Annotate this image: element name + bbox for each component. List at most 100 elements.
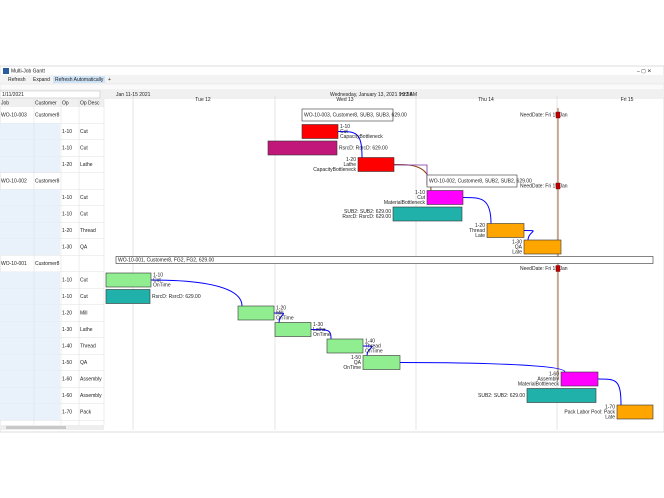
need-date: NeedDate: Fri 15 Jan: [520, 183, 568, 189]
grid-cell: Cut: [80, 277, 88, 283]
operation-bar[interactable]: [560, 371, 599, 387]
toolbar-button[interactable]: +: [108, 77, 111, 83]
bar-label: 1-20: [475, 223, 485, 229]
dependency-arrow: [337, 131, 363, 158]
operation-bar[interactable]: [426, 190, 464, 205]
toolbar: [0, 75, 664, 84]
toolbar-button[interactable]: Refresh: [8, 77, 26, 83]
grid-cell: 1-10: [62, 129, 72, 135]
toolbar-button[interactable]: Refresh Automatically: [55, 77, 104, 83]
row-shade: [0, 139, 60, 157]
grid-cell: Cut: [80, 294, 88, 300]
grid-cell: 1-10: [62, 195, 72, 201]
job-summary-bar[interactable]: [426, 174, 518, 188]
grid-cell: 1-40: [62, 343, 72, 349]
operation-bar[interactable]: [357, 157, 395, 172]
bar-label: Thread: [365, 343, 381, 349]
dependency-arrow: [362, 345, 373, 356]
operation-bar[interactable]: [526, 388, 597, 403]
grid-cell: Cut: [80, 195, 88, 201]
bar-label: RsrcD: RsrcD: 629.00: [342, 214, 391, 220]
operation-bar[interactable]: [392, 206, 463, 222]
bar-label: 1-40: [365, 338, 375, 344]
column-header: Job: [1, 100, 9, 106]
need-date: NeedDate: Fri 15 Jan: [520, 266, 568, 272]
job-summary-bar[interactable]: [115, 256, 654, 264]
tab-active: [53, 76, 105, 83]
bar-label: Pack Labor Pool: Pack: [564, 409, 615, 415]
bar-label: RsrcD: RsrcD: 629.00: [339, 145, 388, 151]
bar-label: SUB2: SUB2: 629.00: [478, 393, 525, 399]
bar-label: 1-30: [512, 239, 522, 245]
grid-cell: WO-10-001: [1, 261, 27, 267]
grid-cell: Customer8: [35, 261, 60, 267]
row-shade: [0, 370, 60, 388]
bar-label: Late: [605, 414, 615, 420]
timeline-now: Wednesday, January 13, 2021 9:22 AM: [330, 92, 417, 98]
operation-bar[interactable]: [523, 239, 562, 255]
grid-cell: Customer8: [35, 112, 60, 118]
operation-bar[interactable]: [267, 140, 338, 156]
day-label: Thu 14: [478, 97, 494, 103]
operation-bar[interactable]: [326, 338, 364, 354]
bar-label: 1-60: [549, 371, 559, 377]
row-shade: [0, 123, 60, 140]
bar-label: SUB2: SUB2: 629.00: [344, 209, 391, 215]
grid-cell: 1-30: [62, 327, 72, 333]
operation-bar[interactable]: [237, 305, 275, 321]
job-summary-bar[interactable]: [301, 108, 394, 122]
grid-cell: Mill: [80, 310, 88, 316]
grid-cell: Lathe: [80, 162, 93, 168]
grid-cell: Lathe: [80, 327, 93, 333]
date-field[interactable]: [0, 90, 101, 99]
bar-label: 1-10: [153, 272, 163, 278]
grid-cell: QA: [80, 244, 88, 250]
toolbar-button[interactable]: Expand: [33, 77, 50, 83]
dependency-arrow: [399, 362, 566, 373]
timeline-range: Jan 11-15 2021: [116, 92, 151, 98]
day-label: Fri 15: [621, 97, 634, 103]
dependency-arrow: [597, 378, 622, 406]
dependency-arrow: [273, 312, 284, 323]
window-controls[interactable]: – ▢ ✕: [637, 68, 651, 74]
operation-bar[interactable]: [362, 355, 401, 370]
operation-bar[interactable]: [616, 404, 654, 420]
scroll-thumb[interactable]: [6, 426, 66, 429]
row-shade: [0, 189, 60, 206]
need-date-marker: [555, 265, 561, 272]
bar-label: Cut: [340, 129, 348, 135]
column-header: Customer: [35, 100, 57, 106]
row-shade: [0, 354, 60, 371]
header-strip: [0, 90, 664, 99]
row-shade: [0, 321, 60, 338]
bar-label: OnTime: [153, 282, 171, 288]
window-title: Multi-Job Gantt: [11, 68, 46, 74]
grid-cell: Pack: [80, 409, 92, 415]
day-label: Tue 12: [195, 97, 211, 103]
operation-bar[interactable]: [105, 272, 152, 288]
operation-bar[interactable]: [486, 223, 525, 238]
need-date-marker: [555, 111, 561, 119]
grid-cell: 1-30: [62, 244, 72, 250]
grid-cell: 1-10: [62, 277, 72, 283]
operation-bar[interactable]: [274, 322, 312, 337]
bar-label: Cut: [417, 195, 425, 201]
bar-label: 1-70: [605, 404, 615, 410]
bar-label: WO-10-003, Customer8, SUB3, SUB3, 629.00: [304, 112, 407, 118]
row-shade: [0, 156, 60, 173]
grid-cell: 1-50: [62, 360, 72, 366]
dependency-arrow: [523, 230, 534, 241]
grid-cell: 1-20: [62, 310, 72, 316]
grid-cell: Customer8: [35, 178, 60, 184]
operation-bar[interactable]: [105, 289, 151, 304]
grid-cell: Cut: [80, 211, 88, 217]
grid-cell: Thread: [80, 343, 96, 349]
row-shade: [0, 403, 60, 421]
bar-label: CapacityBottleneck: [340, 134, 383, 140]
bar-label: Assembly: [537, 376, 559, 382]
column-header: Op: [62, 100, 69, 106]
operation-bar[interactable]: [301, 124, 339, 139]
grid-cell: 1-60: [62, 376, 72, 382]
bar-label: QA: [515, 244, 523, 250]
